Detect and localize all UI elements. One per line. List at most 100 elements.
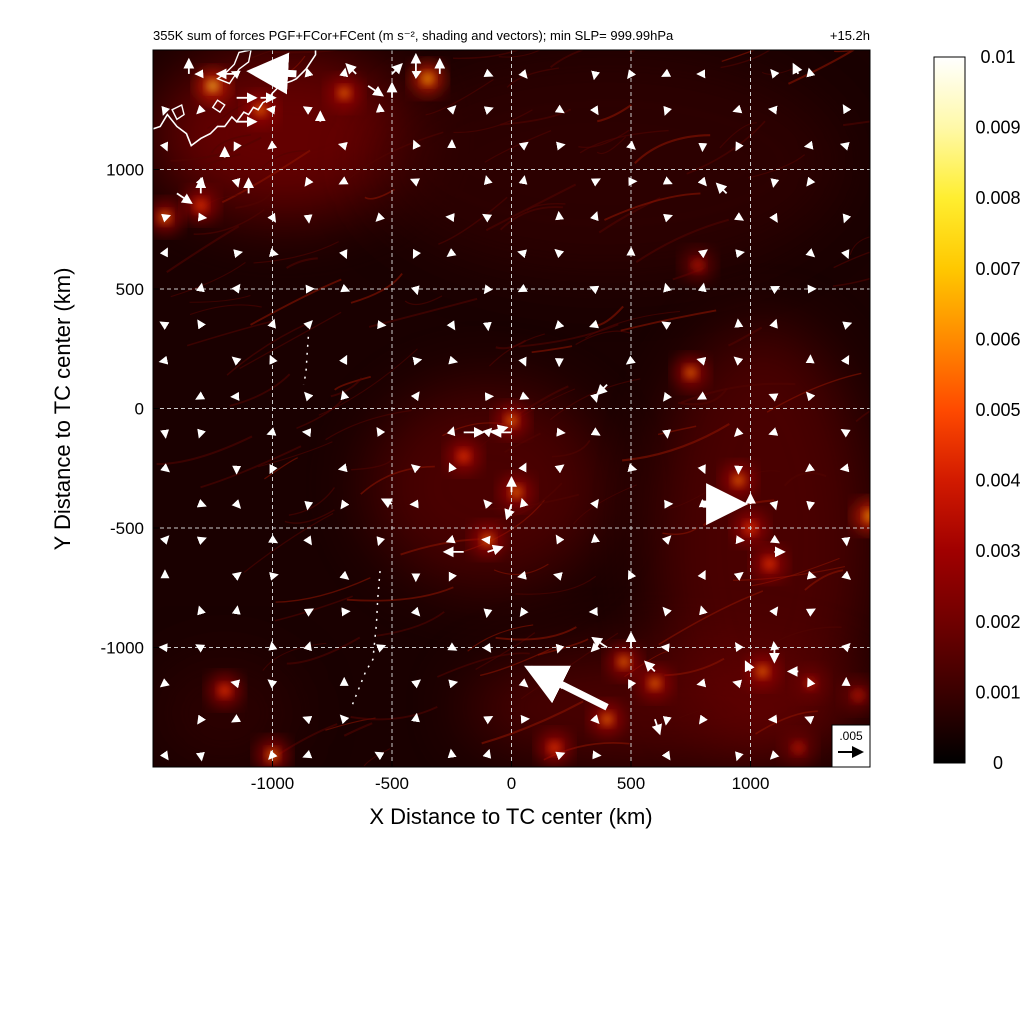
weak-force-vector (339, 67, 349, 78)
weak-force-vector (412, 356, 423, 366)
weak-force-vector (841, 642, 851, 653)
weak-force-vector (446, 248, 457, 258)
texture-streak (229, 373, 291, 407)
weak-force-vector (590, 178, 601, 187)
weak-force-vector (445, 213, 455, 223)
weak-force-vector (554, 319, 565, 330)
hotspot-core (793, 742, 804, 753)
texture-streak (259, 150, 311, 171)
texture-streak (286, 257, 318, 269)
texture-streak (500, 108, 572, 126)
weak-force-vector (302, 715, 313, 725)
weak-force-vector (589, 319, 600, 329)
weak-force-vector (552, 572, 563, 581)
texture-streak (526, 203, 566, 211)
y-tick-label: -1000 (101, 639, 144, 658)
texture-streak (518, 323, 619, 348)
hotspot-core (458, 451, 469, 462)
x-tick-label: -500 (375, 774, 409, 793)
weak-force-vector (804, 715, 815, 725)
force-vector (651, 718, 662, 736)
weak-force-vector (662, 716, 672, 726)
hotspot-core (757, 666, 768, 677)
texture-streak (680, 382, 796, 404)
weak-force-vector (590, 427, 601, 436)
weak-force-vector (304, 500, 314, 511)
texture-streak (834, 50, 857, 53)
colorbar-gradient (933, 56, 966, 764)
weak-force-vector (554, 464, 565, 474)
force-vector (380, 498, 393, 509)
weak-force-vector (195, 282, 205, 293)
texture-streak (347, 131, 444, 180)
texture-streak (343, 722, 373, 737)
colorbar-tick-label: 0.009 (975, 118, 1020, 138)
weak-force-vector (161, 213, 172, 223)
weak-force-vector (590, 392, 599, 403)
texture-streak (677, 387, 728, 406)
weak-force-vector (410, 391, 420, 402)
weak-force-vector (591, 70, 601, 81)
weak-force-vector (410, 464, 421, 474)
weak-force-vector (734, 318, 744, 328)
texture-streak (515, 575, 597, 595)
texture-streak (166, 225, 240, 274)
chart-time-label: +15.2h (830, 28, 870, 43)
weak-force-vector (842, 104, 852, 115)
weak-force-vector (698, 249, 708, 259)
weak-force-vector (303, 214, 313, 224)
weak-force-vector (482, 642, 492, 653)
large-force-vector (524, 665, 609, 711)
x-tick-label: 500 (617, 774, 645, 793)
weak-force-vector (269, 571, 279, 581)
weak-force-vector (806, 176, 816, 187)
texture-streak (578, 129, 630, 149)
weak-force-vector (555, 534, 565, 545)
colorbar-ticks: 0 0.001 0.002 0.003 0.004 0.005 0.006 0.007 0.00… (975, 47, 1020, 773)
texture-streak (350, 273, 403, 304)
weak-force-vector (339, 714, 350, 725)
weak-force-vector (841, 570, 852, 580)
colorbar-tick-label: 0.005 (975, 400, 1020, 420)
weak-force-vector (374, 751, 385, 761)
texture-streak (479, 645, 558, 677)
island-chain (302, 336, 310, 385)
weak-force-vector (337, 463, 348, 473)
weak-force-vector (231, 714, 242, 723)
weak-force-vector (661, 321, 672, 330)
weak-force-vector (304, 391, 314, 402)
texture-streak (189, 294, 251, 303)
weak-force-vector (805, 248, 816, 258)
weak-force-vector (770, 68, 780, 79)
weak-force-vector (767, 105, 778, 115)
weak-force-vector (195, 176, 206, 187)
weak-force-vector (840, 428, 851, 438)
weak-force-vector (842, 321, 853, 330)
weak-force-vector (482, 427, 493, 438)
texture-streak (635, 218, 730, 263)
weak-force-vector (339, 354, 348, 365)
texture-streak (686, 120, 766, 175)
weak-force-vector (339, 249, 348, 260)
hotspot-core (618, 656, 629, 667)
weak-force-vector (196, 498, 207, 508)
weak-force-vector (303, 535, 312, 546)
weak-force-vector (697, 176, 707, 187)
texture-streak (203, 153, 241, 167)
weak-force-vector (839, 463, 850, 473)
texture-streak (253, 241, 339, 264)
texture-streak (778, 626, 842, 642)
weak-force-vector (303, 641, 312, 652)
texture-streak (325, 409, 412, 441)
hotspot-core (692, 260, 703, 271)
texture-streak (766, 372, 862, 413)
weak-force-vector (663, 282, 672, 293)
hotspot-core (649, 678, 660, 689)
weak-force-vector (732, 679, 743, 689)
texture-streak (494, 482, 563, 522)
weak-force-vector (338, 176, 349, 185)
texture-streak (226, 321, 311, 376)
colorbar-tick-label: 0.004 (975, 471, 1020, 491)
weak-force-vector (268, 750, 278, 760)
